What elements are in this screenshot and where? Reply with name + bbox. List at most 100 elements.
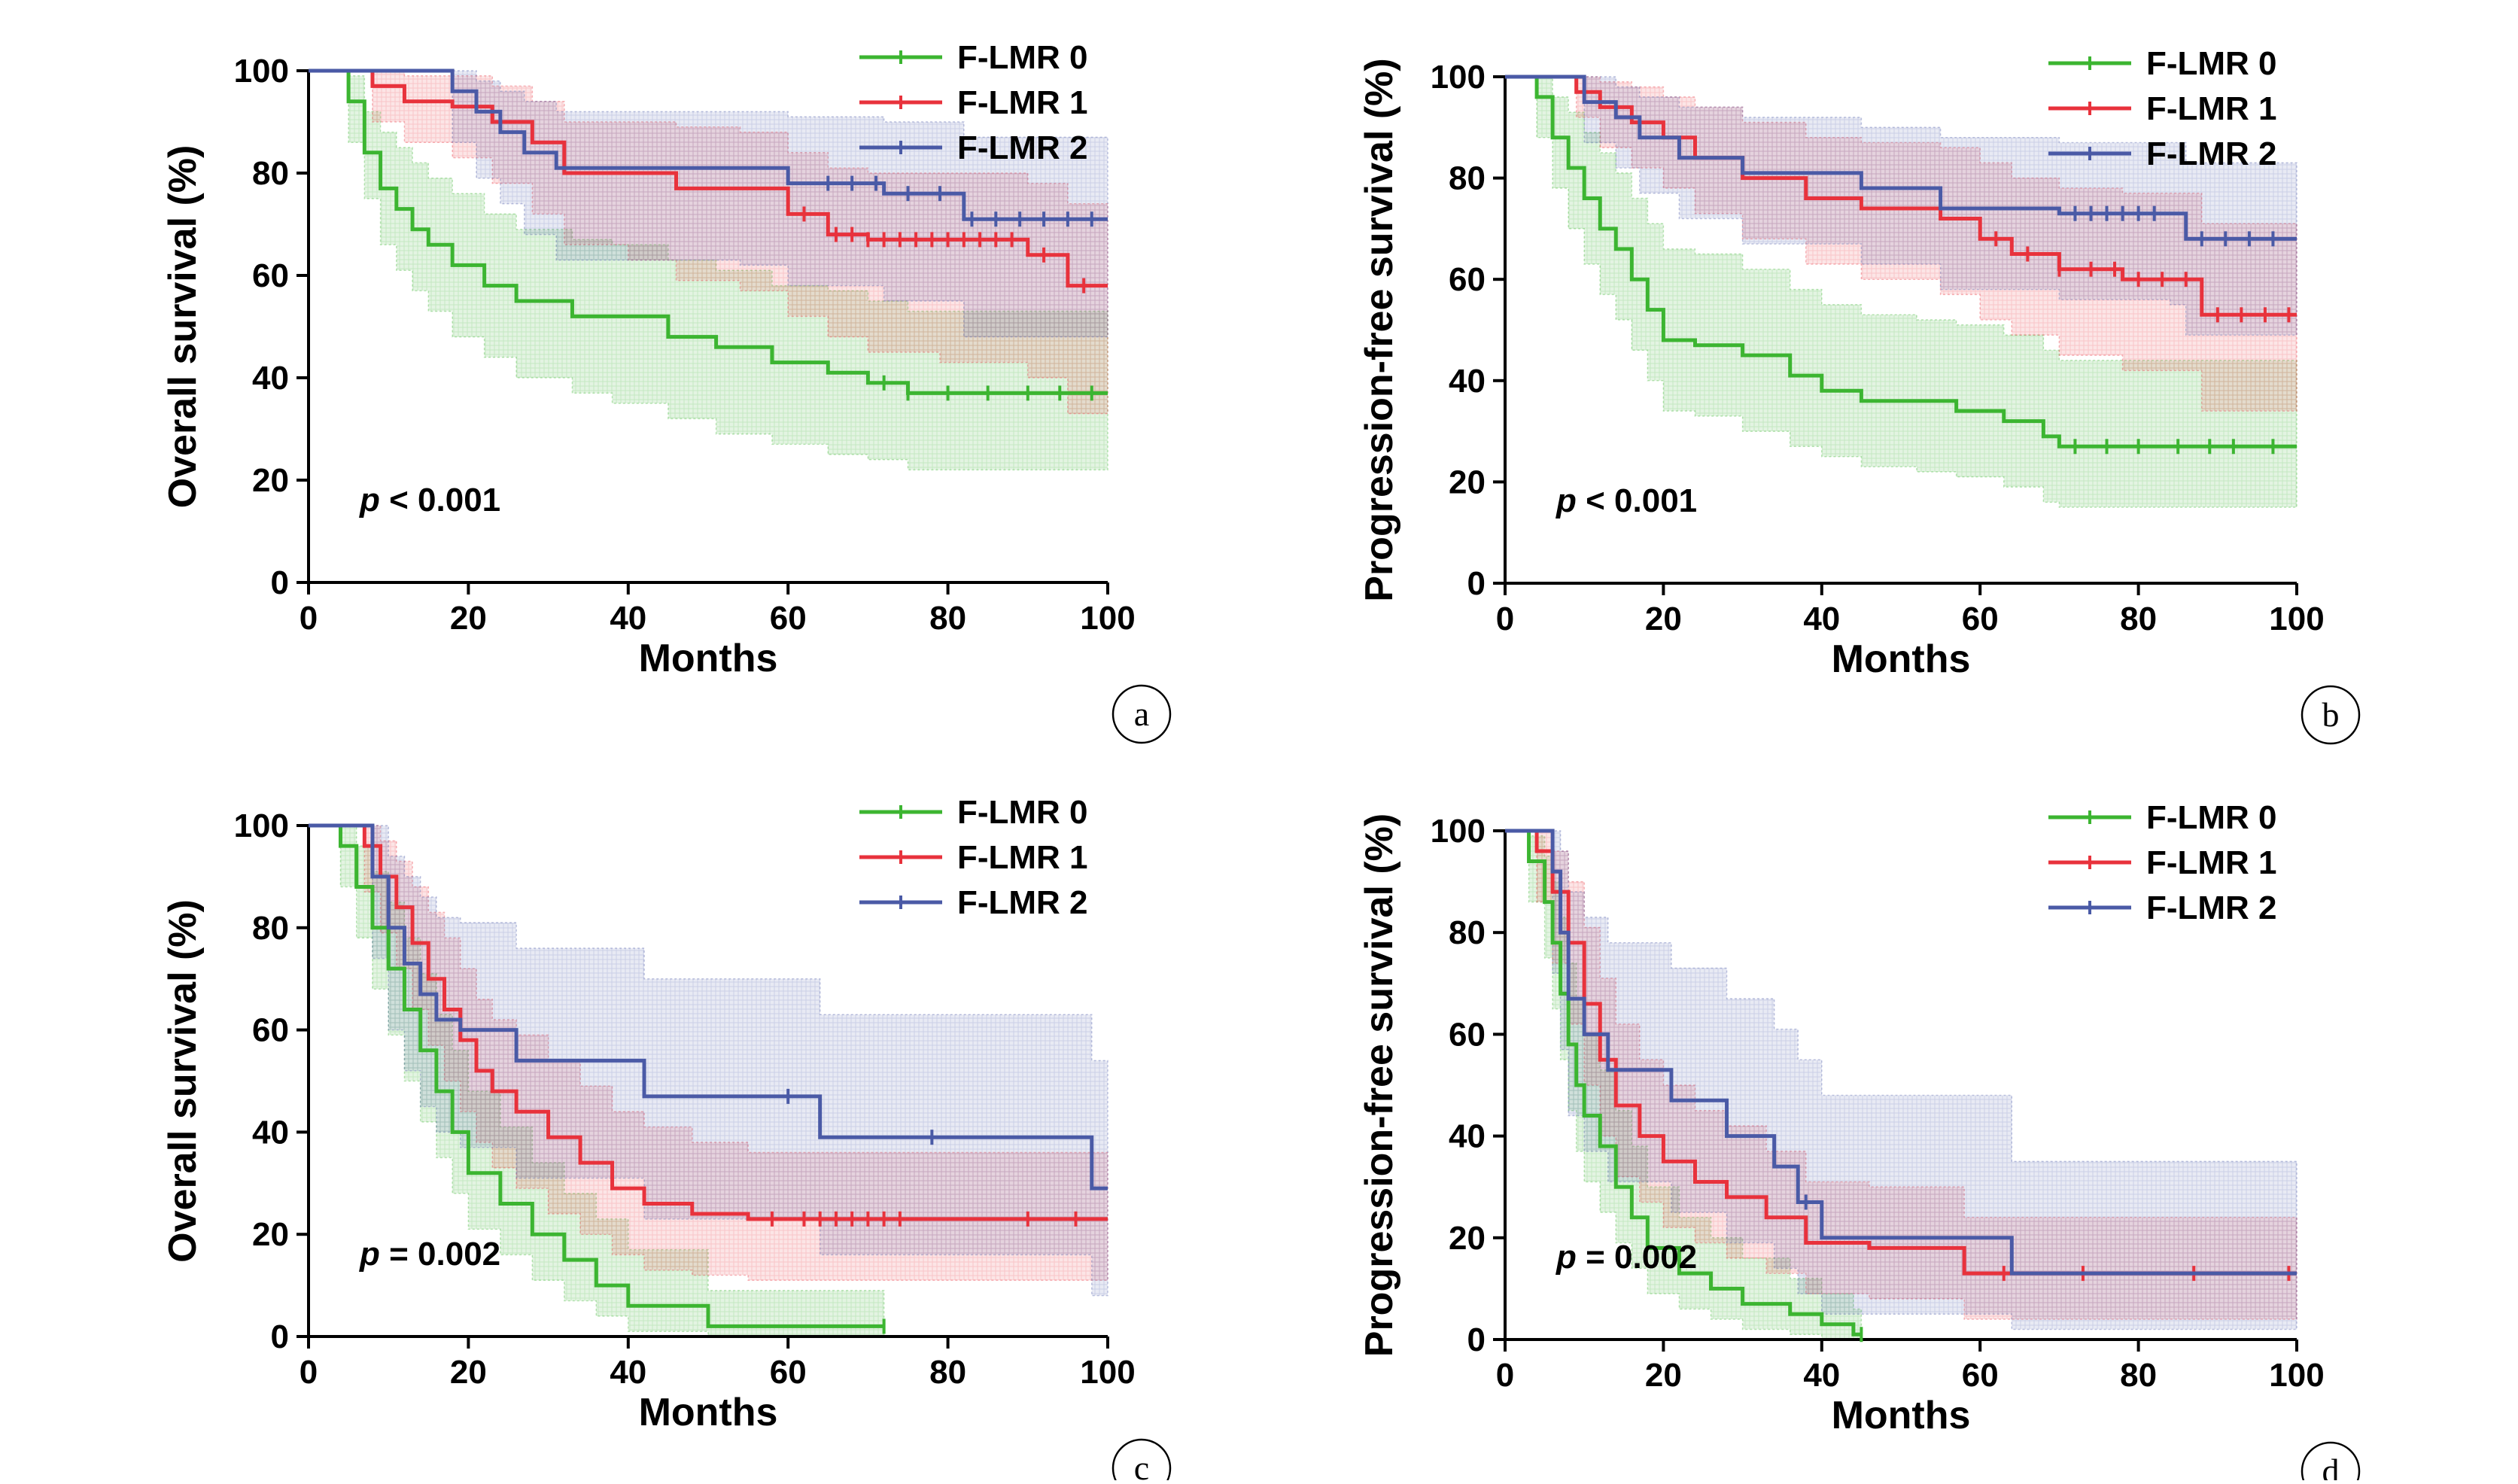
x-tick-label: 60 (1962, 601, 1999, 637)
panel-label: b (2322, 695, 2340, 734)
x-tick-label: 20 (1645, 1357, 1682, 1394)
legend-label: F-LMR 0 (957, 794, 1088, 831)
ci-band-f-lmr-2 (1505, 830, 2298, 1330)
x-tick-label: 60 (1962, 1357, 1999, 1394)
x-tick-label: 40 (610, 1354, 646, 1391)
legend-label: F-LMR 2 (957, 884, 1088, 921)
panel-label: c (1134, 1449, 1149, 1480)
survival-curve-f-lmr-2 (1505, 75, 2297, 241)
legend-label: F-LMR 1 (957, 84, 1088, 121)
x-tick-label: 80 (929, 600, 966, 637)
legend-label: F-LMR 2 (2146, 889, 2277, 926)
panel-label-circle (2301, 685, 2361, 745)
y-tick-label: 40 (1449, 1118, 1486, 1155)
survival-curve-f-lmr-0 (309, 68, 1108, 395)
survival-curve-f-lmr-1 (1505, 829, 2297, 1276)
y-tick-label: 100 (1431, 59, 1486, 96)
x-tick-label: 100 (1080, 1354, 1135, 1391)
p-value-annotation: p < 0.001 (359, 482, 500, 518)
survival-curve-f-lmr-0 (309, 823, 884, 1328)
y-tick-label: 80 (252, 155, 289, 192)
survival-curve-f-lmr-1 (309, 68, 1108, 288)
y-tick-label: 0 (1467, 1321, 1486, 1358)
x-axis-title: Months (639, 637, 778, 680)
ci-band-f-lmr-2 (309, 825, 1108, 1297)
p-value-symbol: p (1556, 482, 1577, 519)
y-tick-label: 60 (1449, 261, 1486, 298)
panel-label-circle (2301, 1441, 2361, 1484)
x-axis-title: Months (1832, 1394, 1971, 1437)
y-tick-label: 60 (252, 257, 289, 294)
p-value-annotation: p < 0.001 (1556, 482, 1697, 519)
p-value-annotation: p = 0.002 (359, 1236, 500, 1273)
y-tick-label: 80 (252, 910, 289, 947)
survival-curve-f-lmr-0 (1505, 829, 1862, 1337)
p-value-text: = 0.002 (380, 1236, 500, 1273)
legend-label: F-LMR 1 (2146, 844, 2277, 881)
y-axis-title: Overall survival (%) (161, 145, 205, 509)
x-tick-label: 100 (1080, 600, 1135, 637)
p-value-symbol: p (359, 1236, 380, 1273)
survival-curve-f-lmr-2 (309, 823, 1108, 1191)
y-axis-title: Overall survival (%) (161, 899, 205, 1263)
x-tick-label: 0 (1496, 1357, 1514, 1394)
y-tick-label: 40 (1449, 363, 1486, 400)
y-tick-label: 60 (1449, 1016, 1486, 1053)
x-tick-label: 40 (1803, 1357, 1840, 1394)
panel-label-circle (1112, 1438, 1172, 1484)
y-tick-label: 20 (1449, 1220, 1486, 1257)
x-tick-label: 80 (2120, 1357, 2157, 1394)
y-tick-label: 80 (1449, 160, 1486, 197)
x-tick-label: 100 (2269, 601, 2324, 637)
survival-curve-f-lmr-0 (1505, 75, 2297, 449)
x-tick-label: 0 (300, 1354, 318, 1391)
y-tick-label: 80 (1449, 914, 1486, 951)
x-tick-label: 0 (300, 600, 318, 637)
x-tick-label: 80 (929, 1354, 966, 1391)
p-value-text: < 0.001 (1577, 482, 1697, 519)
x-tick-label: 0 (1496, 601, 1514, 637)
y-tick-label: 40 (252, 360, 289, 397)
x-axis-title: Months (1832, 637, 1971, 681)
legend-label: F-LMR 0 (2146, 799, 2277, 836)
y-tick-label: 0 (1467, 565, 1486, 602)
panel-label-circle (1112, 684, 1172, 744)
y-axis-title: Progression-free survival (%) (1358, 813, 1401, 1357)
panel-label: a (1134, 695, 1149, 733)
panel-label: d (2322, 1452, 2340, 1480)
survival-curve-f-lmr-2 (309, 68, 1108, 221)
legend-label: F-LMR 2 (957, 129, 1088, 166)
y-tick-label: 0 (271, 564, 289, 601)
y-tick-label: 20 (252, 1216, 289, 1253)
y-tick-label: 100 (234, 807, 289, 844)
legend-label: F-LMR 1 (957, 839, 1088, 876)
y-axis-title: Progression-free survival (%) (1358, 58, 1401, 601)
p-value-text: = 0.002 (1577, 1239, 1697, 1276)
chart-panel-b: 0 20 40 60 80 100 0 20 40 60 80 100 Months Progressio… (1358, 45, 2361, 745)
p-value-text: < 0.001 (380, 482, 500, 518)
x-tick-label: 20 (450, 600, 487, 637)
legend-label: F-LMR 1 (2146, 90, 2277, 127)
y-tick-label: 0 (271, 1318, 289, 1355)
chart-panel-a: 0 20 40 60 80 100 0 20 40 60 80 100 Months Overall su… (161, 39, 1172, 744)
x-tick-label: 40 (1803, 601, 1840, 637)
y-tick-label: 100 (234, 53, 289, 90)
p-value-annotation: p = 0.002 (1556, 1239, 1697, 1276)
chart-panel-c: 0 20 40 60 80 100 0 20 40 60 80 100 Months Overall su… (161, 794, 1172, 1484)
x-tick-label: 80 (2120, 601, 2157, 637)
ci-band-f-lmr-0 (1505, 76, 2298, 508)
ci-band-f-lmr-2 (309, 70, 1108, 338)
x-tick-label: 40 (610, 600, 646, 637)
x-tick-label: 20 (450, 1354, 487, 1391)
legend-label: F-LMR 0 (957, 39, 1088, 76)
y-tick-label: 20 (1449, 464, 1486, 500)
y-tick-label: 40 (252, 1114, 289, 1151)
x-tick-label: 60 (770, 600, 807, 637)
p-value-symbol: p (1556, 1239, 1577, 1276)
x-tick-label: 100 (2269, 1357, 2324, 1394)
p-value-symbol: p (359, 482, 380, 518)
x-tick-label: 20 (1645, 601, 1682, 637)
legend-label: F-LMR 0 (2146, 45, 2277, 82)
x-axis-title: Months (639, 1391, 778, 1434)
